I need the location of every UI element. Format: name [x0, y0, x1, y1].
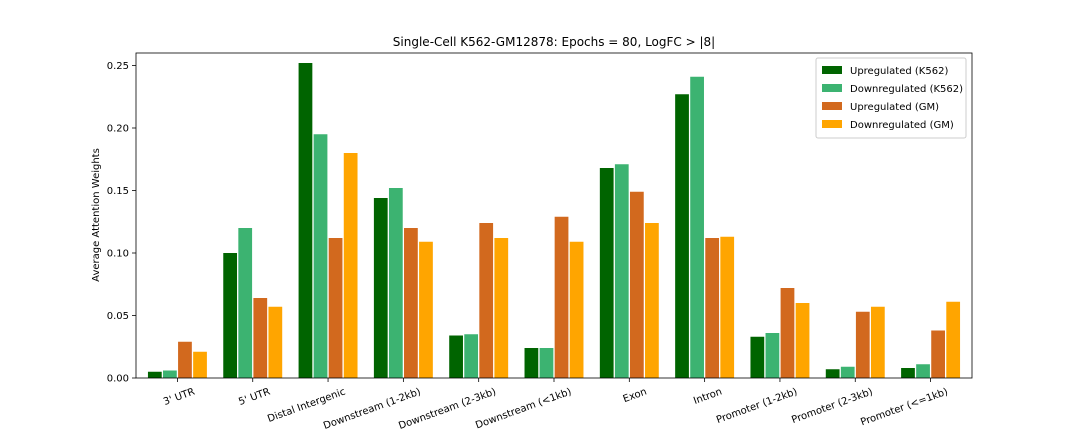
bar-3-3: [419, 241, 433, 378]
x-tick-label-8: Promoter (1-2kb): [715, 386, 799, 426]
y-tick-label-4: 0.20: [107, 124, 129, 135]
x-tick-label-0: 3' UTR: [162, 386, 197, 408]
bar-0-3: [373, 198, 388, 378]
bar-0-2: [298, 63, 313, 378]
legend-swatch-2: [822, 102, 842, 110]
x-tick-label-7: Intron: [692, 386, 724, 406]
bar-2-5: [554, 216, 569, 378]
bar-2-0: [178, 341, 192, 378]
y-tick-label-1: 0.05: [107, 311, 129, 322]
bars-layer: [147, 63, 961, 378]
bar-3-2: [343, 153, 358, 378]
bar-2-7: [705, 238, 720, 378]
legend-label-1: Downregulated (K562): [850, 84, 963, 95]
bar-2-2: [328, 238, 343, 378]
bar-1-2: [313, 134, 328, 378]
legend: Upregulated (K562) Downregulated (K562) Up…: [815, 57, 967, 139]
bar-0-10: [901, 368, 915, 378]
bar-1-3: [388, 188, 403, 378]
legend-swatch-1: [822, 84, 842, 92]
x-tick-label-10: Promoter (<=1kb): [859, 386, 949, 428]
bar-3-1: [268, 306, 283, 378]
legend-label-3: Downregulated (GM): [850, 120, 954, 131]
legend-swatch-0: [822, 66, 842, 74]
bar-1-4: [464, 334, 479, 378]
bar-0-4: [449, 335, 463, 378]
bar-0-1: [223, 253, 238, 378]
x-tick-label-6: Exon: [622, 386, 649, 405]
legend-box: [815, 57, 967, 139]
bar-3-4: [494, 238, 509, 378]
bar-3-9: [870, 306, 885, 378]
bar-2-4: [479, 223, 494, 378]
bar-3-7: [720, 236, 735, 378]
bar-1-8: [765, 333, 780, 378]
bar-2-10: [931, 330, 945, 378]
bar-1-9: [840, 366, 855, 378]
y-tick-label-5: 0.25: [107, 61, 129, 72]
chart-title: Single-Cell K562-GM12878: Epochs = 80, L…: [393, 35, 715, 49]
bar-1-0: [163, 370, 177, 378]
bar-1-10: [916, 364, 930, 378]
bar-0-5: [524, 348, 539, 378]
bar-3-8: [795, 303, 810, 378]
bar-0-7: [675, 94, 689, 378]
bar-3-5: [569, 241, 584, 378]
legend-label-2: Upregulated (GM): [850, 102, 939, 113]
bar-2-6: [629, 191, 644, 378]
bar-3-10: [946, 301, 961, 378]
bar-3-6: [645, 223, 659, 378]
y-tick-label-2: 0.10: [107, 249, 129, 260]
legend-label-0: Upregulated (K562): [850, 66, 948, 77]
bar-0-0: [147, 371, 162, 378]
bar-1-5: [539, 348, 554, 378]
bar-2-1: [253, 298, 268, 378]
x-tick-label-1: 5' UTR: [237, 386, 272, 408]
bar-0-6: [599, 168, 614, 378]
bar-1-1: [238, 228, 253, 378]
bar-0-9: [825, 369, 840, 378]
y-tick-label-0: 0.00: [107, 374, 129, 385]
bar-1-6: [614, 164, 629, 378]
bar-3-0: [193, 351, 207, 378]
bar-2-8: [780, 288, 795, 378]
bar-1-7: [690, 76, 704, 378]
legend-swatch-3: [822, 120, 842, 128]
bar-2-3: [404, 228, 418, 378]
y-tick-label-3: 0.15: [107, 186, 129, 197]
bar-0-8: [750, 336, 765, 378]
y-axis-label: Average Attention Weights: [91, 148, 102, 282]
bar-2-9: [855, 311, 870, 378]
